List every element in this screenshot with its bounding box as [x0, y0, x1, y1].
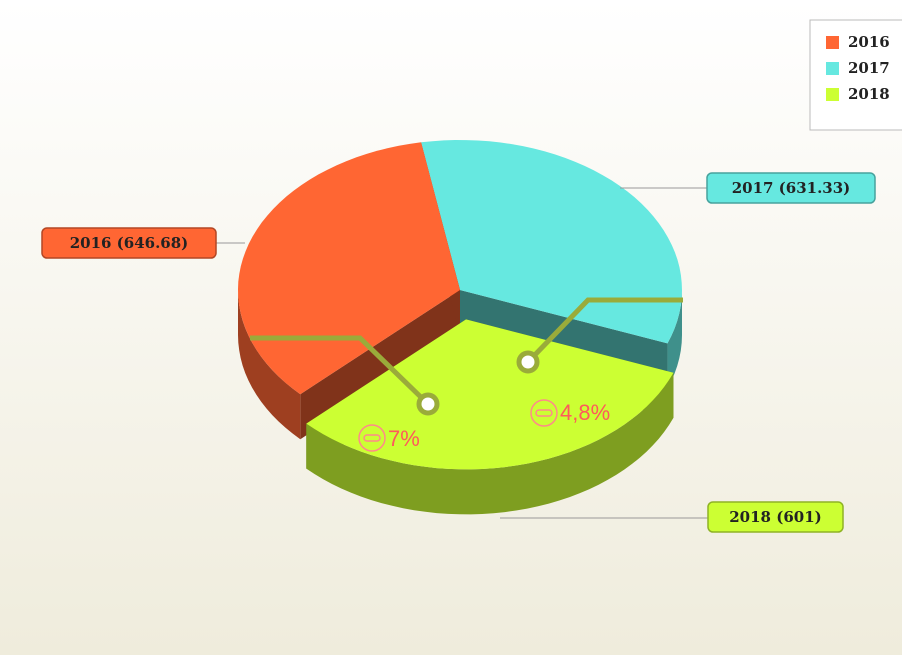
pie: [238, 140, 682, 515]
minus-icon: [530, 399, 558, 427]
legend-swatch: [826, 36, 839, 49]
slice-label: 2018 (601): [729, 508, 821, 526]
legend-label: 2018: [848, 85, 890, 103]
legend-label: 2016: [848, 33, 890, 51]
annotation-dot: [516, 350, 540, 374]
legend-swatch: [826, 62, 839, 75]
legend: 2016 2017 2018: [809, 19, 902, 131]
slice: [238, 142, 460, 395]
label-box: [707, 501, 844, 533]
slice: [306, 319, 674, 470]
minus-icon: [363, 434, 381, 442]
slice-label: 2016 (646.68): [70, 234, 189, 252]
slice-side: [667, 290, 682, 389]
annotation-line: [250, 335, 430, 406]
label-box: [706, 172, 876, 204]
slice-label: 2017 (631.33): [732, 179, 851, 197]
annotation-dot: [416, 392, 440, 416]
slice-side: [306, 372, 674, 515]
legend-label: 2017: [848, 59, 890, 77]
annotation: 4,8%: [560, 400, 610, 425]
annotation: 7%: [388, 426, 420, 451]
slice-labels: 2016 (646.68) 2017 (631.33) 2018 (601): [41, 172, 876, 533]
minus-icon: [535, 409, 553, 417]
label-box: [41, 227, 217, 259]
slice-side: [238, 290, 301, 440]
annotation-lines: 7% 4,8%: [250, 297, 683, 452]
legend-swatch: [826, 88, 839, 101]
minus-icon: [358, 424, 386, 452]
slice: [421, 140, 682, 344]
legend-box: [809, 19, 902, 131]
annotation-line: [526, 297, 683, 364]
